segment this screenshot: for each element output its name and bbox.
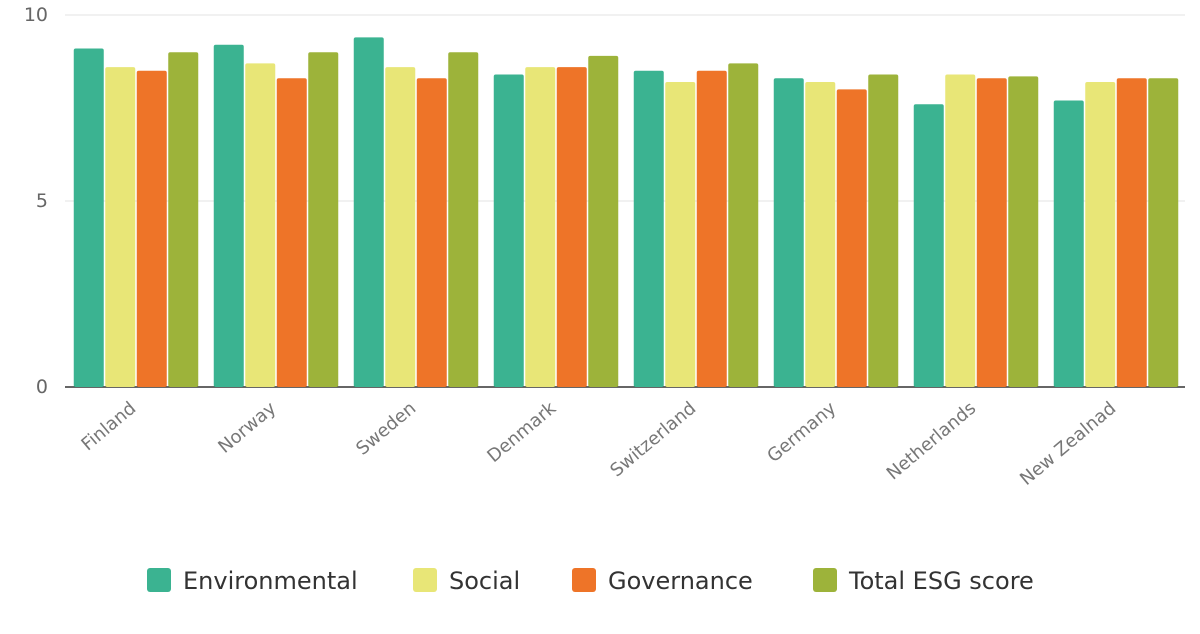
bar-environmental-sweden — [353, 37, 384, 387]
bar-environmental-new-zealnad — [1053, 100, 1084, 387]
legend-swatch — [813, 568, 837, 592]
bar-social-netherlands — [945, 74, 976, 388]
x-tick-label: Denmark — [483, 397, 560, 467]
bar-environmental-germany — [773, 78, 804, 388]
bar-social-new-zealnad — [1085, 81, 1116, 388]
x-tick-label: Finland — [77, 398, 140, 455]
bar-total-esg-score-new-zealnad — [1148, 78, 1179, 388]
bar-governance-germany — [836, 89, 867, 388]
y-tick-label: 0 — [36, 376, 48, 398]
bar-total-esg-score-norway — [308, 52, 339, 387]
bar-governance-sweden — [416, 78, 447, 388]
bar-social-norway — [245, 63, 276, 388]
x-axis: Finland Norway Sweden Denmark Switzerland Ger… — [77, 397, 1120, 489]
bar-environmental-finland — [73, 48, 104, 387]
bar-total-esg-score-netherlands — [1008, 76, 1039, 387]
bar-total-esg-score-finland — [168, 52, 199, 387]
y-tick-label: 5 — [36, 190, 48, 212]
x-tick-label: Sweden — [352, 398, 420, 460]
y-tick-label: 10 — [24, 4, 48, 26]
bar-environmental-denmark — [493, 74, 524, 388]
bar-governance-netherlands — [976, 78, 1007, 388]
bar-environmental-switzerland — [633, 70, 664, 388]
bar-social-germany — [805, 81, 836, 388]
legend: Environmental Social Governance Total ESG s… — [147, 567, 1034, 595]
bar-total-esg-score-switzerland — [728, 63, 759, 388]
x-tick-label: Netherlands — [883, 398, 981, 485]
bar-environmental-norway — [213, 44, 244, 387]
bar-governance-new-zealnad — [1116, 78, 1147, 388]
bar-governance-norway — [276, 78, 307, 388]
bar-governance-finland — [136, 70, 167, 388]
x-tick-label: New Zealnad — [1016, 398, 1120, 490]
bar-total-esg-score-denmark — [588, 55, 619, 388]
legend-label: Environmental — [183, 567, 358, 595]
bar-governance-switzerland — [696, 70, 727, 388]
bar-social-finland — [105, 67, 136, 387]
legend-label: Total ESG score — [848, 567, 1034, 595]
x-tick-label: Switzerland — [606, 398, 700, 482]
bar-social-sweden — [385, 67, 416, 387]
y-axis: 0 5 10 — [24, 4, 48, 398]
bar-environmental-netherlands — [913, 104, 944, 387]
x-tick-label: Germany — [763, 398, 840, 467]
bar-governance-denmark — [556, 67, 587, 387]
x-tick-label: Norway — [214, 398, 280, 458]
legend-swatch — [147, 568, 171, 592]
legend-label: Social — [449, 567, 520, 595]
bar-social-denmark — [525, 67, 556, 387]
bars — [73, 37, 1179, 388]
bar-social-switzerland — [665, 81, 696, 388]
bar-total-esg-score-germany — [868, 74, 899, 388]
legend-label: Governance — [608, 567, 753, 595]
legend-swatch — [572, 568, 596, 592]
bar-total-esg-score-sweden — [448, 52, 479, 387]
legend-swatch — [413, 568, 437, 592]
